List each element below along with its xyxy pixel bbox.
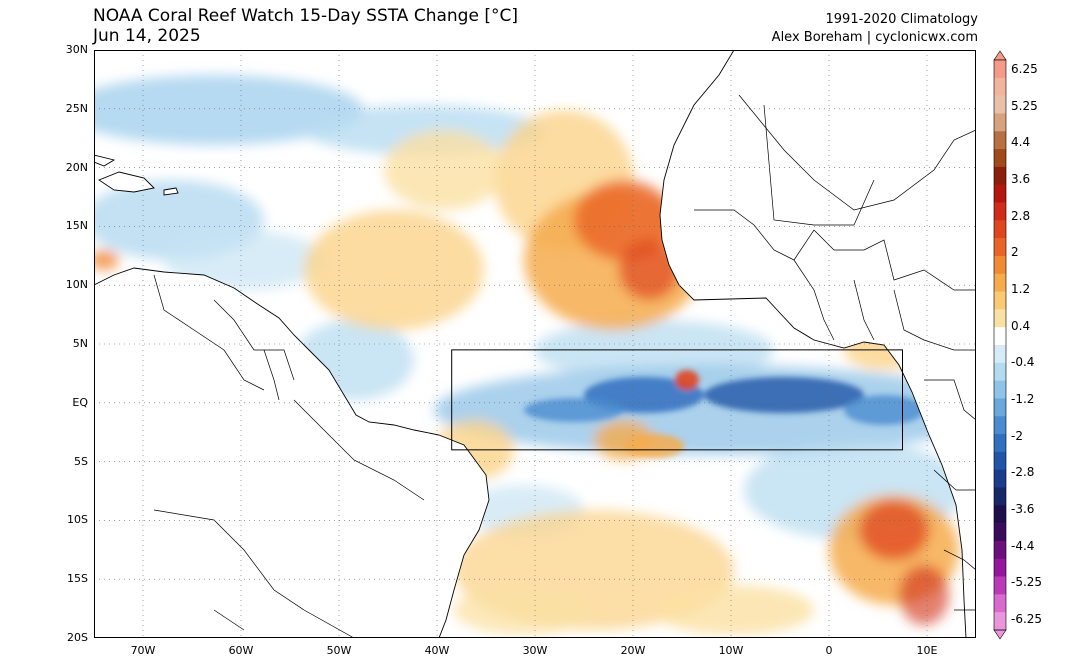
colorbar-swatch — [994, 362, 1006, 381]
colorbar-swatch — [994, 60, 1006, 79]
climatology-text: 1991-2020 Climatology — [825, 12, 978, 27]
colorbar-label: 3.6 — [1011, 172, 1031, 186]
atlantic-nino-region-box — [451, 349, 903, 451]
land-masses — [94, 50, 976, 638]
lon-label: 10E — [916, 644, 938, 657]
lon-label: 40W — [424, 644, 450, 657]
lon-label: 0 — [825, 644, 833, 657]
cuba-land — [94, 154, 116, 167]
colorbar-label: 2 — [1011, 245, 1019, 260]
colorbar-swatch — [994, 416, 1006, 435]
colorbar-label: 6.25 — [1011, 62, 1038, 76]
map-title: NOAA Coral Reef Watch 15-Day SSTA Change… — [93, 6, 518, 46]
colorbar-label: -2.8 — [1011, 465, 1035, 480]
colorbar-swatch — [994, 238, 1006, 257]
colorbar-swatch — [994, 380, 1006, 399]
colorbar-swatch — [994, 220, 1006, 239]
colorbar-swatch — [994, 451, 1006, 470]
lat-label: 15S — [67, 572, 88, 586]
colorbar-label: -3.6 — [1011, 502, 1035, 516]
colorbar-swatch — [994, 184, 1006, 203]
colorbar-swatch — [994, 77, 1006, 96]
colorbar-swatch — [994, 149, 1006, 168]
ssta-map — [94, 50, 976, 638]
map-frame — [94, 50, 976, 638]
colorbar-label: -1.2 — [1011, 392, 1035, 406]
south-america-land — [94, 267, 490, 638]
colorbar-frame — [993, 59, 1007, 631]
lat-label: EQ — [72, 395, 88, 409]
date-text: Jun 14, 2025 — [93, 26, 201, 46]
country-borders — [153, 94, 976, 638]
colorbar-swatch — [994, 202, 1006, 221]
colorbar-label: 1.2 — [1011, 282, 1031, 296]
lon-label: 30W — [522, 644, 548, 657]
colorbar-swatch — [994, 327, 1006, 346]
colorbar-swatch — [994, 594, 1006, 613]
lat-label: 10N — [65, 278, 88, 292]
colorbar-label: -4.4 — [1011, 538, 1035, 553]
colorbar-swatch — [994, 558, 1006, 577]
colorbar-label: -2 — [1011, 428, 1023, 443]
lon-label: 20W — [620, 644, 646, 657]
colorbar-swatch — [994, 540, 1006, 560]
colorbar-label: -5.25 — [1011, 575, 1043, 590]
colorbar-swatch — [994, 273, 1006, 292]
lat-label: 30N — [65, 43, 88, 56]
colorbar-label: 0.4 — [1011, 318, 1031, 333]
colorbar-swatch — [994, 487, 1006, 506]
colorbar-swatch — [994, 166, 1006, 185]
lat-label: 25N — [65, 101, 88, 115]
lat-label: 20S — [67, 631, 88, 644]
hispaniola-land — [98, 171, 155, 193]
credits: 1991-2020 Climatology Alex Boreham | cyc… — [772, 11, 978, 47]
colorbar-label: 4.4 — [1011, 135, 1031, 150]
colorbar-min-arrow — [993, 629, 1007, 640]
lat-label: 20N — [65, 160, 88, 174]
lon-label: 70W — [130, 644, 156, 657]
colorbar-swatch — [994, 576, 1006, 595]
colorbar-swatch — [994, 95, 1006, 114]
lat-label: 15N — [65, 219, 88, 233]
colorbar — [993, 50, 1007, 640]
lon-label: 10W — [718, 644, 744, 657]
colorbar-label: 5.25 — [1011, 98, 1038, 113]
colorbar-swatch — [994, 131, 1006, 150]
colorbar-swatch — [994, 113, 1006, 132]
colorbar-label: 2.8 — [1011, 208, 1031, 223]
lat-label: 5N — [72, 337, 88, 350]
colorbar-swatch — [994, 434, 1006, 453]
lat-label: 5S — [74, 454, 88, 468]
colorbar-label: -0.4 — [1011, 355, 1035, 370]
colorbar-swatch — [994, 345, 1006, 364]
lon-label: 60W — [228, 644, 254, 657]
colorbar-swatch — [994, 309, 1006, 328]
puerto-rico-land — [163, 187, 179, 196]
colorbar-swatch — [994, 505, 1006, 524]
colorbar-swatch — [994, 612, 1006, 631]
title-text: NOAA Coral Reef Watch 15-Day SSTA Change… — [93, 6, 518, 26]
colorbar-swatch — [994, 523, 1006, 542]
graticule — [94, 50, 976, 638]
colorbar-max-arrow — [993, 50, 1007, 61]
colorbar-swatch — [994, 398, 1006, 417]
credit-text: Alex Boreham | cyclonicwx.com — [771, 30, 978, 45]
colorbar-swatch — [994, 469, 1006, 488]
lon-label: 50W — [326, 644, 352, 657]
colorbar-label: -6.25 — [1011, 612, 1043, 626]
colorbar-swatch — [994, 255, 1006, 275]
colorbar-swatch — [994, 291, 1006, 310]
lat-label: 10S — [67, 513, 88, 527]
